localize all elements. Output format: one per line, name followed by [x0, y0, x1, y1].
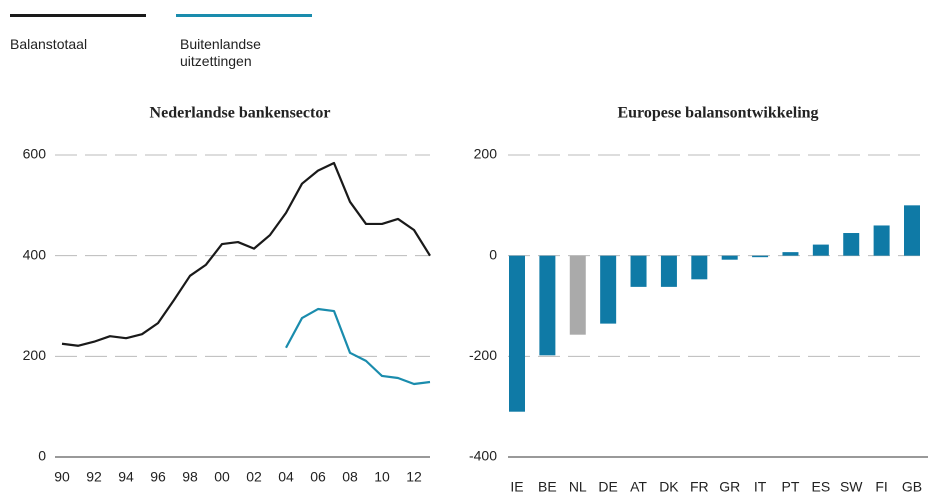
y-tick-label: 600 [23, 146, 47, 162]
legend-label: Balanstotaal [10, 36, 88, 52]
line-series [285, 307, 431, 386]
y-tick-label: -400 [469, 448, 497, 464]
x-tick-label: 96 [150, 469, 166, 485]
legend-swatch [10, 14, 146, 17]
bar [782, 252, 799, 256]
y-tick-label: 0 [38, 448, 46, 464]
bar [569, 255, 586, 335]
x-tick-label: 10 [374, 469, 390, 485]
bar [873, 225, 890, 256]
x-tick-label: 12 [406, 469, 422, 485]
line-series [61, 161, 431, 347]
x-tick-label: 98 [182, 469, 198, 485]
bar [752, 255, 769, 258]
x-tick-label: FR [690, 479, 709, 495]
bar [721, 255, 738, 260]
x-tick-label: 94 [118, 469, 134, 485]
x-tick-label: 00 [214, 469, 230, 485]
legend-label: Buitenlandse uitzettingen [180, 36, 261, 69]
bar [660, 255, 677, 287]
bar [691, 255, 708, 280]
bar [812, 244, 829, 256]
bar [539, 255, 556, 356]
x-tick-label: 06 [310, 469, 326, 485]
x-tick-label: 90 [54, 469, 70, 485]
y-tick-label: -200 [469, 347, 497, 363]
bar [630, 255, 647, 287]
y-tick-label: 200 [23, 347, 47, 363]
legend-swatch [176, 14, 312, 17]
y-tick-label: 400 [23, 246, 47, 262]
chart-title: Europese balansontwikkeling [617, 105, 818, 122]
x-tick-label: 04 [278, 469, 294, 485]
bar [600, 255, 617, 324]
x-tick-label: FI [875, 479, 887, 495]
x-tick-label: 02 [246, 469, 262, 485]
x-tick-label: IE [510, 479, 523, 495]
x-tick-label: SW [840, 479, 863, 495]
x-tick-label: 08 [342, 469, 358, 485]
y-tick-label: 0 [489, 246, 497, 262]
bar [509, 255, 525, 412]
x-tick-label: IT [754, 479, 767, 495]
x-tick-label: ES [812, 479, 831, 495]
x-tick-label: AT [630, 479, 647, 495]
x-tick-label: DK [659, 479, 679, 495]
y-tick-label: 200 [474, 146, 498, 162]
x-tick-label: 92 [86, 469, 102, 485]
x-tick-label: DE [598, 479, 617, 495]
x-tick-label: PT [782, 479, 800, 495]
x-tick-label: BE [538, 479, 557, 495]
x-tick-label: GB [902, 479, 922, 495]
bar [843, 233, 860, 256]
x-tick-label: NL [569, 479, 587, 495]
x-tick-label: GR [719, 479, 740, 495]
chart-title: Nederlandse bankensector [150, 105, 331, 122]
bar [904, 205, 920, 256]
